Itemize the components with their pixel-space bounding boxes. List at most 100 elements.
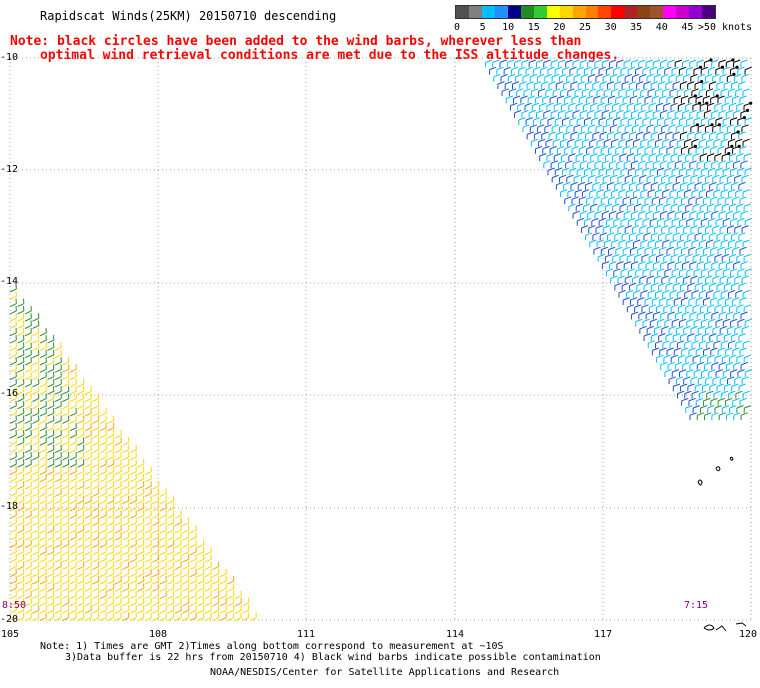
barb-shaft bbox=[680, 232, 688, 236]
wind-barb bbox=[637, 145, 645, 154]
barb-shaft bbox=[615, 196, 623, 200]
barb-shaft bbox=[32, 434, 40, 439]
wind-barb bbox=[701, 81, 710, 90]
wind-barb bbox=[736, 153, 744, 162]
wind-barb bbox=[17, 495, 25, 505]
barb-shaft bbox=[32, 346, 40, 351]
barb-shaft bbox=[744, 167, 752, 171]
wind-barb bbox=[638, 210, 646, 219]
barb-shaft bbox=[714, 102, 722, 107]
wind-barb bbox=[69, 576, 77, 585]
barb-shaft bbox=[572, 210, 580, 215]
wind-barb bbox=[47, 517, 55, 527]
barb-shaft bbox=[556, 131, 564, 135]
wind-barb bbox=[647, 189, 655, 198]
legend-swatch bbox=[520, 6, 534, 18]
barb-shaft bbox=[54, 595, 62, 600]
barb-shaft bbox=[122, 492, 130, 497]
barb-shaft bbox=[485, 59, 493, 63]
barb-shaft bbox=[24, 405, 32, 410]
barb-shaft bbox=[32, 390, 40, 395]
barb-shaft bbox=[643, 232, 651, 236]
barb-shaft bbox=[152, 609, 160, 614]
barb-shaft bbox=[738, 131, 746, 135]
barb-shaft bbox=[24, 573, 32, 578]
legend-tick-label: 25 bbox=[578, 22, 592, 33]
wind-barb bbox=[574, 138, 582, 147]
barb-shaft bbox=[606, 268, 614, 272]
wind-barb bbox=[24, 451, 32, 461]
barb-shaft bbox=[670, 203, 678, 207]
barb-shaft bbox=[219, 617, 227, 621]
wind-barb bbox=[741, 275, 749, 284]
barb-shaft bbox=[702, 232, 710, 236]
wind-barb bbox=[114, 459, 122, 468]
wind-barb bbox=[137, 459, 145, 468]
barb-shaft bbox=[578, 131, 586, 135]
wind-barb bbox=[729, 217, 738, 226]
barb-shaft bbox=[24, 478, 32, 483]
wind-barb bbox=[144, 495, 152, 505]
barb-shaft bbox=[668, 124, 676, 128]
wind-barb bbox=[718, 210, 726, 219]
wind-barb bbox=[17, 532, 25, 541]
barb-shaft bbox=[39, 419, 47, 424]
wind-barb bbox=[610, 174, 618, 183]
wind-barb bbox=[497, 81, 505, 90]
wind-barb bbox=[32, 510, 40, 519]
barb-shaft bbox=[17, 427, 25, 432]
wind-barb bbox=[624, 225, 633, 234]
barb-shaft bbox=[17, 303, 25, 308]
barb-shaft bbox=[24, 471, 32, 475]
wind-barb bbox=[621, 282, 629, 291]
barb-shaft bbox=[572, 109, 580, 114]
barb-shaft bbox=[636, 282, 644, 287]
barb-shaft bbox=[47, 551, 55, 556]
barb-shaft bbox=[728, 138, 736, 143]
wind-barb bbox=[47, 473, 55, 483]
barb-shaft bbox=[630, 95, 638, 99]
wind-barb bbox=[680, 95, 689, 104]
wind-barb bbox=[624, 174, 632, 183]
wind-barb bbox=[84, 386, 92, 395]
wind-barb bbox=[576, 217, 585, 226]
legend-swatch bbox=[494, 6, 508, 18]
wind-barb bbox=[654, 138, 663, 147]
barb-shaft bbox=[69, 376, 77, 381]
wind-barb bbox=[488, 66, 497, 75]
barb-shaft bbox=[32, 587, 40, 592]
barb-shaft bbox=[722, 253, 730, 258]
barb-shaft bbox=[682, 210, 690, 215]
wind-barb bbox=[189, 612, 197, 621]
barb-shaft bbox=[733, 59, 741, 63]
barb-shaft bbox=[107, 587, 115, 592]
barb-shaft bbox=[609, 261, 617, 265]
barb-shaft bbox=[738, 232, 746, 236]
barb-shaft bbox=[581, 225, 589, 229]
wind-barb bbox=[77, 451, 85, 461]
barb-shaft bbox=[496, 66, 504, 71]
wind-barb bbox=[682, 210, 690, 219]
barb-shaft bbox=[24, 522, 32, 527]
barb-shaft bbox=[735, 239, 743, 243]
barb-shaft bbox=[24, 383, 32, 388]
wind-barb bbox=[737, 217, 745, 226]
wind-barb bbox=[646, 174, 654, 183]
barb-shaft bbox=[47, 449, 55, 454]
barb-shaft bbox=[24, 354, 32, 359]
wind-barb bbox=[528, 59, 536, 68]
barb-shaft bbox=[708, 117, 716, 121]
barb-shaft bbox=[92, 478, 100, 483]
barb-shaft bbox=[616, 109, 624, 114]
wind-barb bbox=[643, 181, 651, 190]
wind-barb bbox=[69, 583, 77, 592]
barb-shaft bbox=[661, 174, 669, 179]
wind-barb bbox=[568, 153, 576, 162]
barb-shaft bbox=[533, 117, 541, 121]
wind-barb bbox=[538, 88, 546, 97]
wind-barb bbox=[708, 117, 716, 126]
barb-shaft bbox=[182, 558, 190, 563]
barb-shaft bbox=[137, 565, 145, 570]
wind-barb bbox=[614, 181, 622, 190]
barb-shaft bbox=[688, 246, 696, 251]
